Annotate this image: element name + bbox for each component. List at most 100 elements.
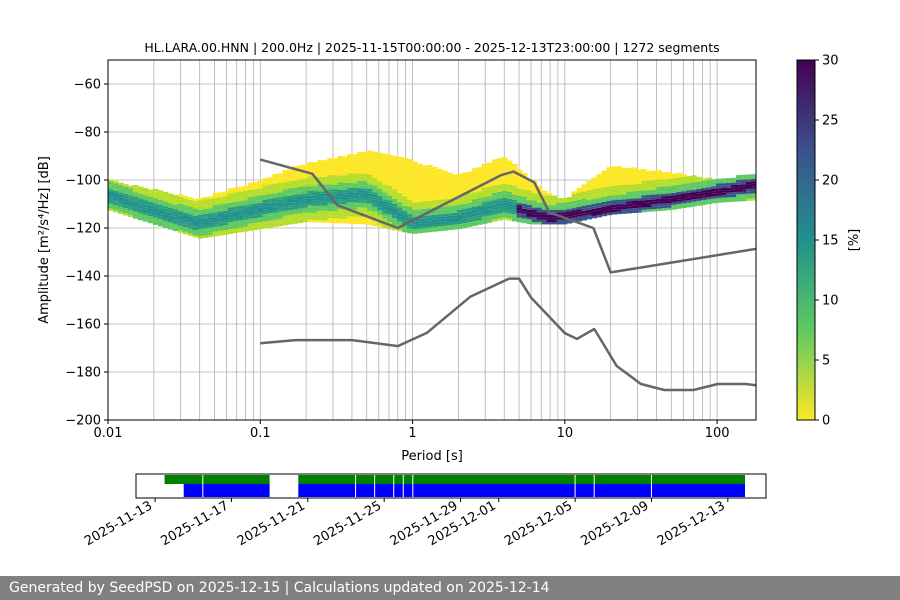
density-cell bbox=[501, 162, 508, 165]
density-cell bbox=[377, 167, 383, 170]
density-cell bbox=[681, 196, 687, 199]
density-cell bbox=[197, 200, 204, 203]
density-cell bbox=[626, 189, 632, 192]
grid-lines bbox=[108, 60, 756, 420]
density-cell bbox=[751, 191, 756, 194]
density-cell bbox=[352, 168, 358, 172]
density-cell bbox=[496, 163, 503, 166]
density-cell bbox=[207, 210, 214, 214]
density-cell bbox=[237, 191, 244, 194]
density-cell bbox=[342, 185, 348, 188]
density-cell bbox=[561, 200, 568, 203]
density-cell bbox=[466, 217, 473, 220]
density-cell bbox=[641, 202, 647, 205]
density-cell bbox=[496, 213, 503, 216]
density-cell bbox=[357, 176, 363, 179]
density-cell bbox=[561, 212, 568, 215]
density-cell bbox=[481, 216, 488, 219]
density-cell bbox=[222, 230, 229, 233]
density-cell bbox=[442, 180, 448, 183]
density-cell bbox=[636, 183, 642, 187]
density-cell bbox=[531, 200, 538, 203]
density-cell bbox=[437, 195, 443, 198]
density-cell bbox=[661, 205, 667, 209]
density-cell bbox=[681, 188, 687, 192]
date-tick-label: 2025-11-21 bbox=[235, 498, 308, 549]
density-cell bbox=[671, 185, 677, 188]
density-cell bbox=[227, 188, 234, 191]
density-cell bbox=[412, 226, 418, 229]
density-cell bbox=[297, 175, 303, 178]
density-cell bbox=[352, 171, 358, 174]
density-cell bbox=[137, 186, 144, 189]
density-cell bbox=[481, 187, 488, 191]
density-cell bbox=[611, 192, 617, 196]
density-cell bbox=[272, 178, 279, 182]
density-cell bbox=[531, 205, 538, 208]
density-cell bbox=[437, 173, 443, 176]
density-cell bbox=[561, 219, 568, 222]
density-cell bbox=[486, 186, 493, 190]
density-cell bbox=[357, 197, 363, 201]
density-cell bbox=[347, 173, 353, 176]
density-cell bbox=[417, 166, 423, 169]
density-cell bbox=[536, 219, 543, 222]
density-cell bbox=[397, 212, 403, 215]
density-cell bbox=[397, 164, 403, 167]
density-cell bbox=[302, 219, 308, 223]
density-cell bbox=[591, 177, 598, 180]
density-cell bbox=[118, 187, 124, 190]
density-cell bbox=[511, 185, 518, 188]
density-cell bbox=[631, 186, 637, 189]
density-cell bbox=[387, 188, 393, 191]
density-cell bbox=[187, 223, 194, 227]
density-cell bbox=[387, 154, 393, 158]
density-cell bbox=[621, 182, 627, 185]
density-cell bbox=[511, 209, 518, 212]
density-cell bbox=[257, 205, 264, 208]
density-cell bbox=[671, 173, 677, 176]
density-cell bbox=[666, 174, 672, 177]
density-cell bbox=[217, 204, 224, 207]
density-cell bbox=[422, 182, 428, 185]
density-cell bbox=[317, 198, 323, 201]
density-cell bbox=[367, 208, 373, 211]
density-cell bbox=[666, 183, 672, 187]
density-cell bbox=[601, 182, 608, 185]
density-cell bbox=[591, 213, 598, 216]
density-cell bbox=[471, 173, 478, 176]
density-cell bbox=[172, 228, 179, 232]
density-cell bbox=[367, 160, 373, 163]
density-cell bbox=[157, 195, 164, 198]
density-cell bbox=[407, 223, 413, 227]
density-cell bbox=[447, 206, 453, 209]
density-cell bbox=[596, 181, 603, 184]
density-cell bbox=[486, 193, 493, 197]
density-cell bbox=[212, 229, 219, 232]
density-cell bbox=[691, 204, 697, 207]
density-cell bbox=[282, 218, 289, 221]
density-cell bbox=[402, 177, 408, 180]
density-cell bbox=[516, 200, 523, 204]
density-cell bbox=[312, 212, 318, 216]
density-cell bbox=[701, 195, 707, 198]
density-cell bbox=[432, 214, 438, 218]
density-cell bbox=[636, 195, 642, 199]
density-cell bbox=[302, 183, 308, 187]
density-cell bbox=[451, 186, 458, 189]
density-cell bbox=[481, 192, 488, 195]
density-cell bbox=[257, 202, 264, 206]
density-cell bbox=[481, 185, 488, 188]
density-cell bbox=[232, 206, 239, 210]
density-cell bbox=[207, 229, 214, 233]
density-cell bbox=[357, 180, 363, 184]
density-cell bbox=[536, 222, 543, 225]
density-cell bbox=[302, 179, 308, 182]
density-cell bbox=[611, 188, 617, 191]
density-cell bbox=[681, 179, 687, 182]
density-cell bbox=[262, 206, 269, 210]
density-cell bbox=[721, 197, 727, 200]
density-cell bbox=[247, 182, 254, 186]
density-cell bbox=[442, 206, 448, 210]
density-cell bbox=[486, 203, 493, 206]
